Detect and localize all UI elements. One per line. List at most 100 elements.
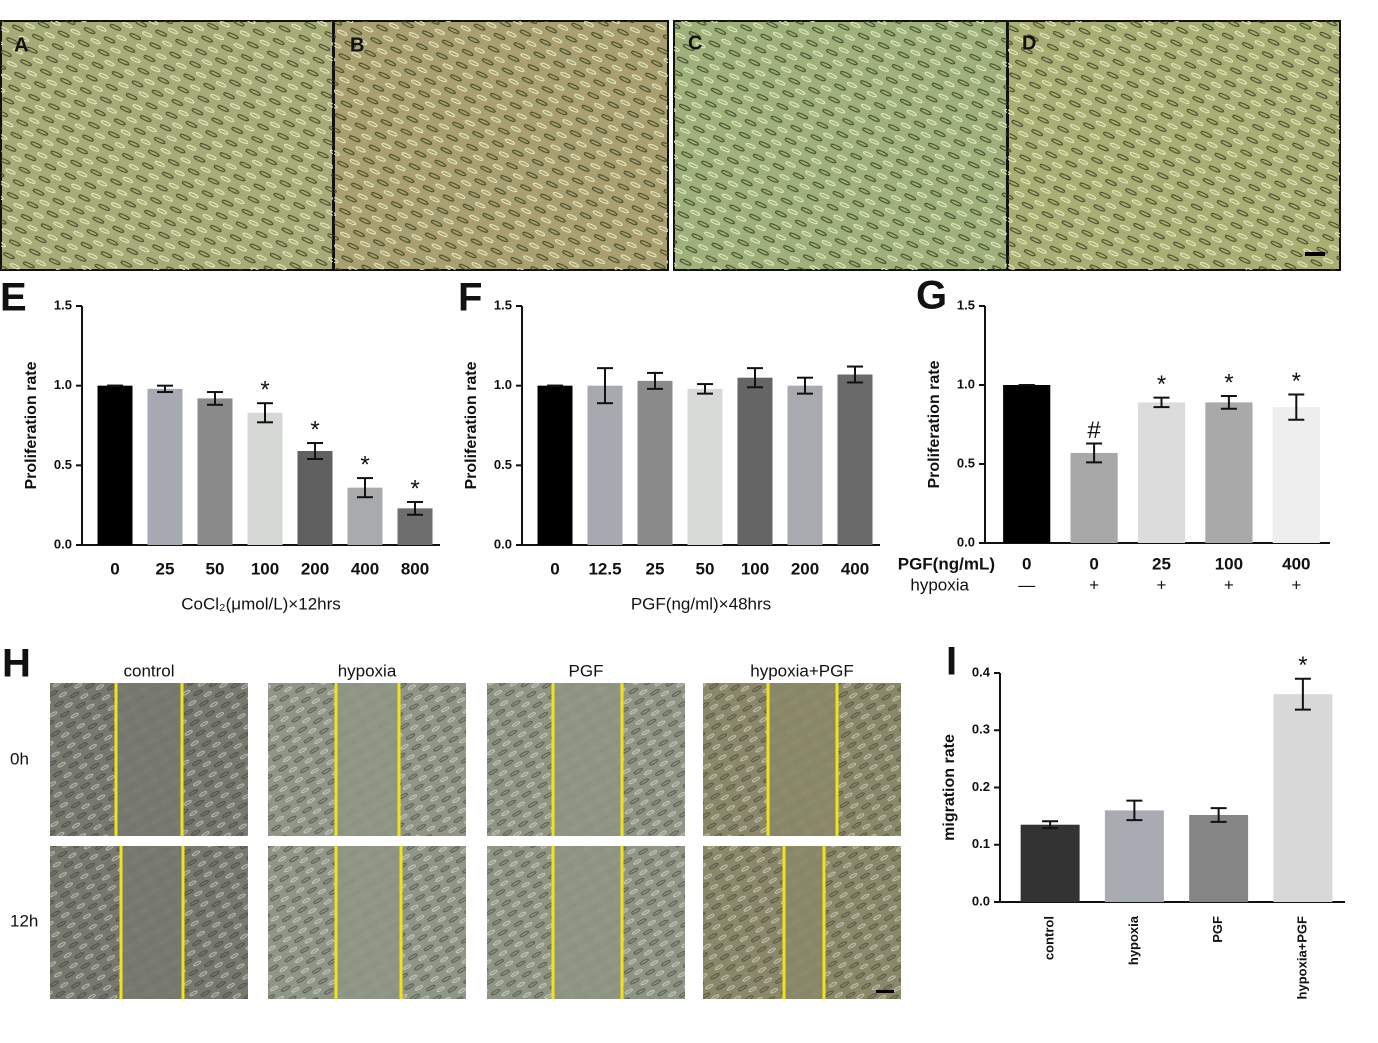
y-tick-label: 1.0	[494, 377, 512, 392]
x-tick-label: 200	[301, 559, 329, 578]
x-tick-label: 100	[741, 559, 769, 578]
micrographs: A B C D	[0, 20, 1341, 271]
x-tick-label: 12.5	[588, 559, 621, 578]
bar	[1003, 385, 1051, 543]
panel-label: H	[2, 642, 31, 686]
significance-marker: *	[310, 416, 319, 443]
panel-label: B	[350, 34, 364, 56]
y-tick-label: 0.2	[972, 779, 990, 794]
x-axis-label: CoCl₂(μmol/L)×12hrs	[181, 594, 341, 613]
bar	[637, 380, 673, 545]
y-tick-label: 0.0	[972, 893, 990, 908]
y-tick-label: 0.0	[957, 534, 975, 549]
y-axis-label: Proliferation rate	[23, 361, 40, 489]
bar	[1070, 452, 1118, 543]
x-tick-label: hypoxia+PGF	[1294, 916, 1309, 999]
bar	[537, 385, 573, 545]
x-tick-label: 50	[206, 559, 225, 578]
hypoxia-label: +	[1291, 575, 1301, 594]
bar	[1020, 824, 1080, 902]
y-tick-label: 0.5	[494, 457, 512, 472]
bar	[1189, 814, 1249, 902]
scale-bar	[876, 990, 894, 993]
panel-label: G	[916, 274, 947, 318]
x-tick-label: 0	[1022, 554, 1031, 573]
x-tick-label: 800	[401, 559, 429, 578]
cells	[1, 21, 333, 270]
y-tick-label: 1.0	[54, 377, 72, 392]
y-axis-label: Proliferation rate	[463, 361, 480, 489]
hypoxia-label: +	[1157, 575, 1167, 594]
bar	[787, 385, 823, 545]
bar	[1137, 402, 1186, 543]
wound-gap	[121, 846, 183, 999]
bar	[587, 385, 623, 545]
significance-marker: *	[1224, 369, 1233, 396]
x-tick-label: 100	[1215, 554, 1243, 573]
y-tick-label: 1.5	[957, 297, 975, 312]
cells	[334, 21, 668, 270]
significance-marker: #	[1087, 417, 1101, 444]
wound-gap	[553, 846, 622, 999]
cells	[674, 21, 1007, 270]
x-tick-label: 50	[696, 559, 715, 578]
y-tick-label: 0.1	[972, 836, 990, 851]
significance-marker: *	[260, 377, 269, 404]
wound-gap	[784, 846, 824, 999]
column-title: hypoxia	[338, 661, 397, 680]
y-tick-label: 0.5	[54, 457, 72, 472]
x-tick-label: 400	[351, 559, 379, 578]
bar	[297, 450, 333, 545]
bar	[147, 388, 183, 545]
x-tick-label: 0	[1089, 554, 1098, 573]
x-tick-label: 400	[841, 559, 869, 578]
hypoxia-title: hypoxia	[910, 575, 969, 594]
panel-label: D	[1022, 32, 1036, 54]
column-title: PGF	[569, 661, 604, 680]
wound-panel: H	[2, 642, 31, 686]
y-tick-label: 0.4	[972, 664, 991, 679]
wound-gap	[336, 683, 399, 836]
significance-marker: *	[360, 451, 369, 478]
panel-label: I	[946, 640, 957, 684]
bar	[247, 412, 283, 545]
x-tick-label: 0	[550, 559, 559, 578]
bar	[1205, 402, 1253, 543]
y-axis-label: migration rate	[941, 734, 958, 841]
x-tick-label: 25	[1152, 554, 1171, 573]
x-tick-label: 25	[646, 559, 665, 578]
x-tick-label: hypoxia	[1126, 915, 1141, 965]
y-tick-label: 0.0	[494, 536, 512, 551]
bar	[1273, 694, 1333, 902]
bar	[837, 374, 873, 545]
y-tick-label: 0.5	[957, 455, 975, 470]
bar	[197, 398, 233, 545]
significance-marker: *	[1298, 652, 1307, 679]
x-tick-label: control	[1042, 916, 1057, 960]
column-title: hypoxia+PGF	[750, 661, 853, 680]
bar	[1104, 810, 1164, 902]
wound-gap	[116, 683, 182, 836]
bar	[1272, 407, 1320, 543]
row-label: 12h	[10, 911, 38, 930]
x-tick-label: 400	[1282, 554, 1310, 573]
x-axis-label: PGF(ng/ml)×48hrs	[631, 594, 771, 613]
wound-gap	[553, 683, 622, 836]
hypoxia-label: —	[1018, 575, 1035, 594]
bar	[737, 377, 773, 545]
panel-label: F	[458, 276, 482, 320]
panel-label: C	[688, 32, 702, 54]
y-tick-label: 1.5	[54, 297, 72, 312]
y-tick-label: 0.3	[972, 722, 990, 737]
bar	[687, 388, 723, 545]
column-title: control	[123, 661, 174, 680]
panel-label: E	[0, 276, 27, 320]
wound-gap	[336, 846, 401, 999]
significance-marker: *	[1292, 368, 1301, 395]
significance-marker: *	[1157, 371, 1166, 398]
y-tick-label: 0.0	[54, 536, 72, 551]
x-tick-label: 25	[156, 559, 175, 578]
row-label: 0h	[10, 749, 29, 768]
x-tick-label: 100	[251, 559, 279, 578]
